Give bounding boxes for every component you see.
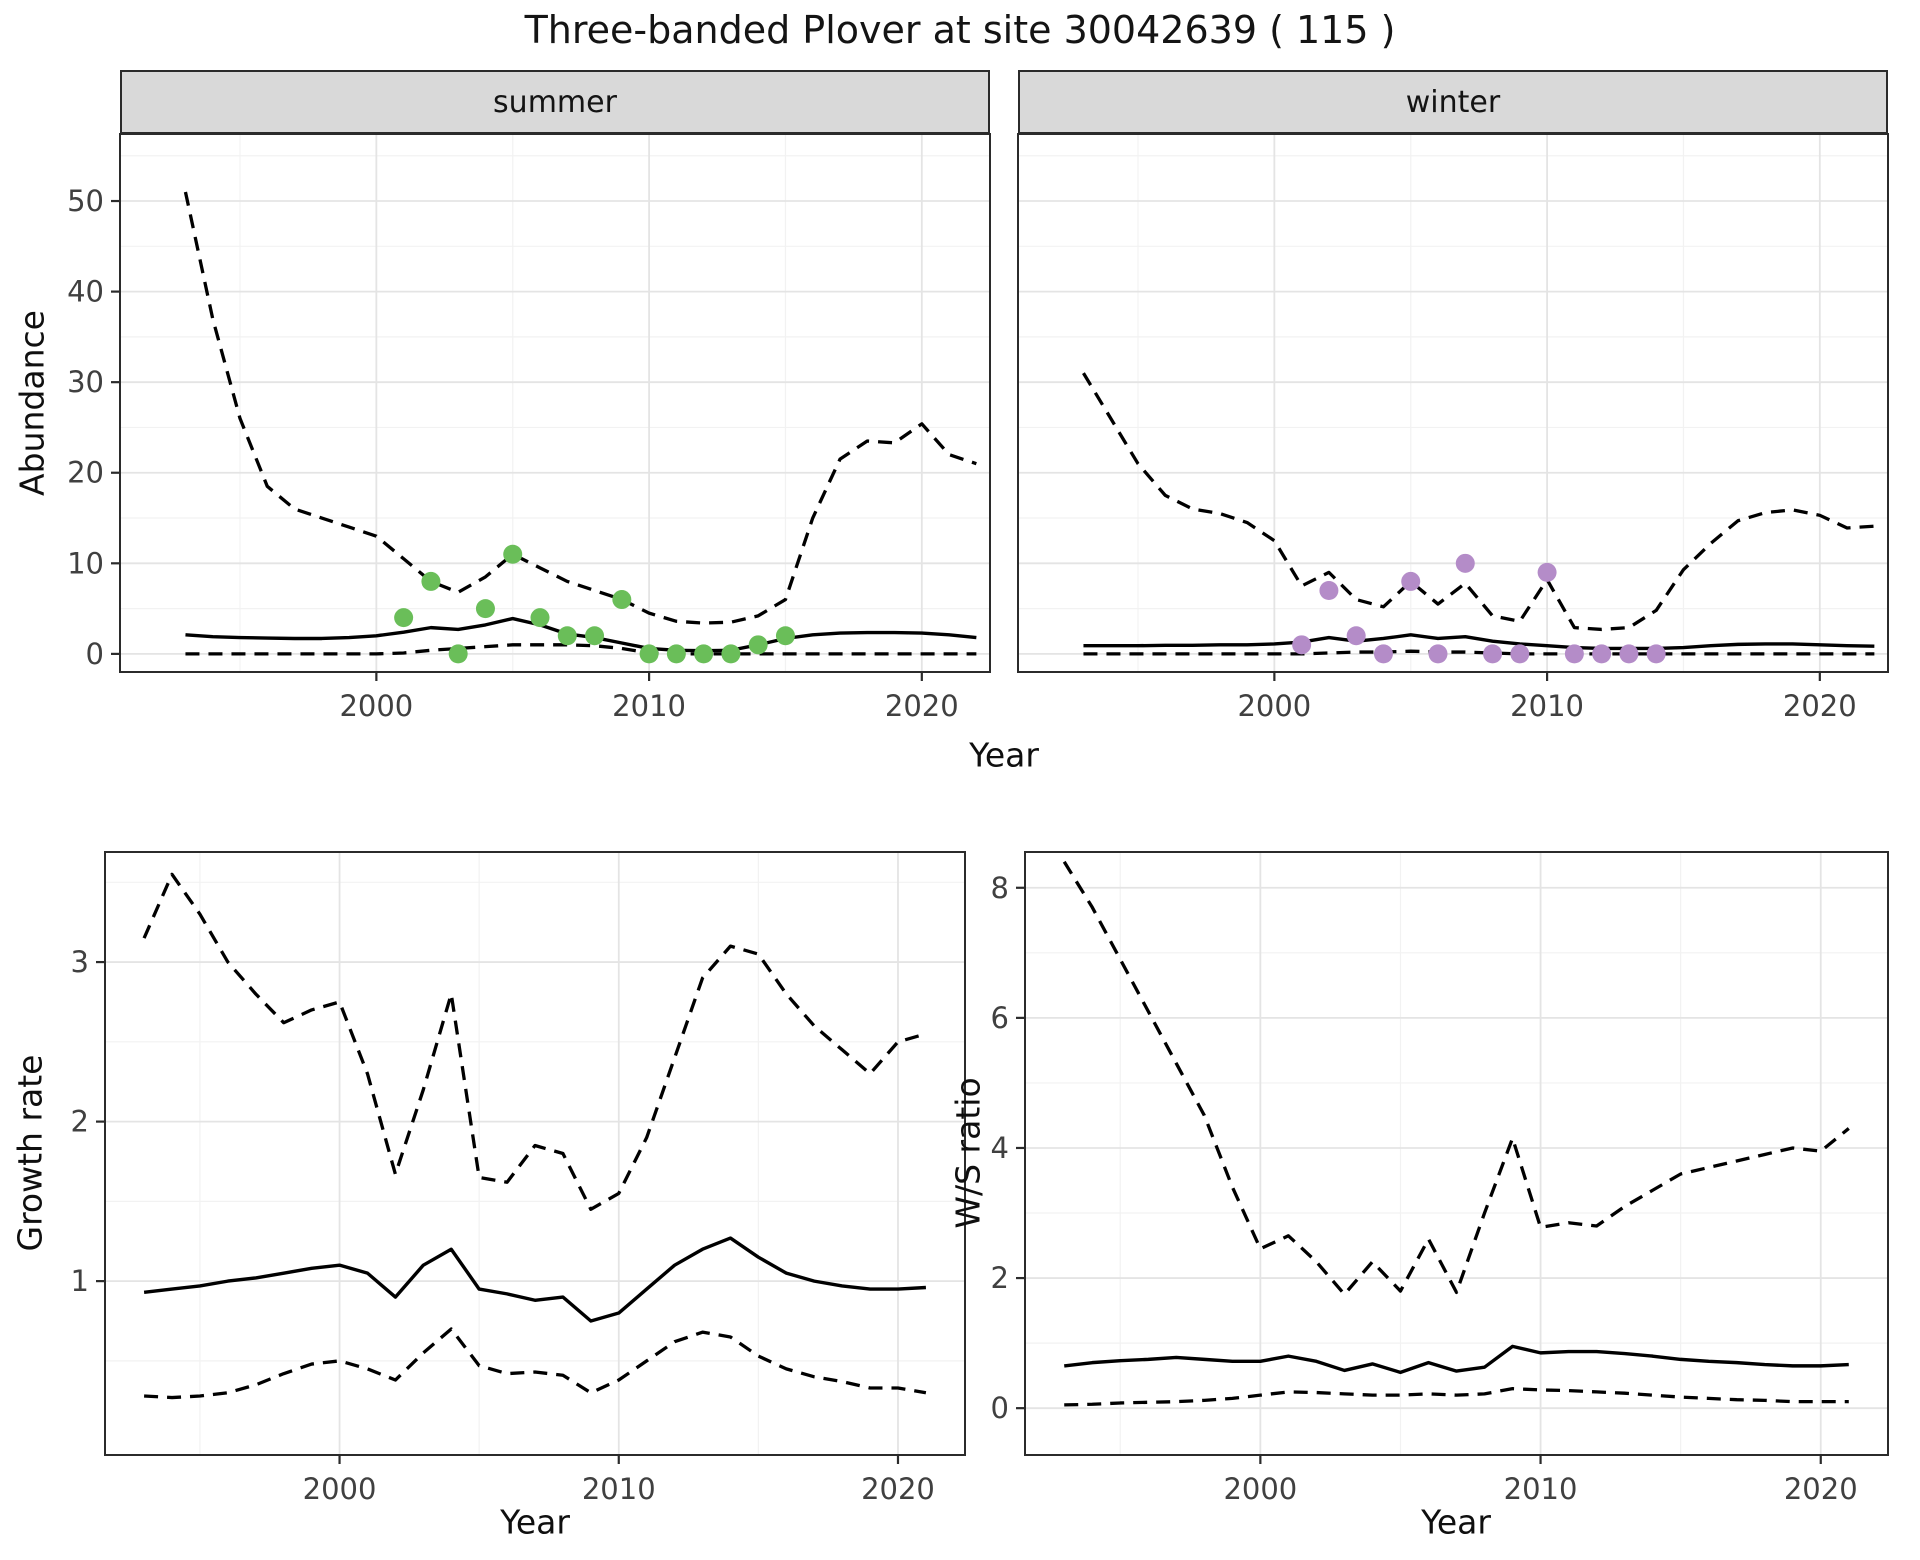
observed-counts-winter-point (1292, 635, 1312, 655)
x-axis-title-year-top: Year (969, 735, 1039, 775)
ws-ratio-plot: 2000 2010 2020 0 2 4 6 8 (991, 851, 1889, 1506)
observed-counts-summer-point (612, 590, 632, 610)
growth-rate-y-tick-label: 2 (71, 1105, 89, 1139)
growth-rate-lower_ci-line (143, 1327, 927, 1400)
ws-ratio-y-tick-label: 4 (991, 1131, 1009, 1165)
growth-rate-y-tick-label: 1 (71, 1264, 89, 1298)
growth-rate-x-tick-label: 2000 (303, 1472, 377, 1506)
abundance-winter-plot: 2000 2010 2020 (1017, 133, 1889, 723)
observed-counts-winter-point (1401, 571, 1421, 591)
growth-rate-median-line (143, 1236, 927, 1323)
abundance-summer-x-tick-label: 2020 (885, 689, 959, 723)
facet-strip-summer-label: summer (493, 84, 617, 120)
observed-counts-summer-point (503, 544, 523, 564)
facet-strip-winter-label: winter (1405, 84, 1501, 120)
y-axis-title-growth-rate: Growth rate (10, 1054, 50, 1252)
y-axis-title-ws-ratio: W/S ratio (948, 1077, 988, 1229)
observed-counts-summer-point (421, 571, 441, 591)
facet-strip-winter: winter (1018, 70, 1888, 134)
abundance-summer-lower_ci-line (185, 643, 977, 656)
observed-counts-winter-point (1646, 644, 1666, 664)
ws-ratio-x-tick-label: 2010 (1504, 1472, 1578, 1506)
facet-strip-summer: summer (120, 70, 990, 134)
abundance-winter-lower_ci-line (1083, 649, 1875, 656)
growth-rate-x-tick-label: 2010 (582, 1472, 656, 1506)
observed-counts-winter-point (1428, 644, 1448, 664)
ws-ratio-y-tick-label: 0 (991, 1391, 1009, 1425)
observed-counts-summer-point (748, 635, 768, 655)
ws-ratio-lower_ci-line (1064, 1387, 1849, 1407)
observed-counts-winter-point (1619, 644, 1639, 664)
observed-counts-summer-point (557, 626, 577, 646)
abundance-summer-y-tick-label: 10 (67, 546, 104, 580)
observed-counts-summer-point (394, 608, 414, 628)
ws-ratio-x-tick-label: 2020 (1784, 1472, 1858, 1506)
ws-ratio-y-tick-label: 2 (991, 1261, 1009, 1295)
observed-counts-winter-point (1483, 644, 1503, 664)
y-axis-title-abundance: Abundance (12, 310, 52, 496)
observed-counts-winter-point (1510, 644, 1530, 664)
observed-counts-winter-point (1455, 553, 1475, 573)
ws-ratio-y-tick-label: 8 (991, 871, 1009, 905)
observed-counts-winter-point (1373, 644, 1393, 664)
abundance-summer-x-tick-label: 2000 (339, 689, 413, 723)
observed-counts-winter-point (1592, 644, 1612, 664)
growth-rate-y-tick-label: 3 (71, 945, 89, 979)
ws-ratio-median-line (1064, 1344, 1849, 1375)
observed-counts-winter-point (1564, 644, 1584, 664)
x-axis-title-year-growth: Year (500, 1502, 570, 1542)
abundance-summer-y-tick-label: 40 (67, 275, 104, 309)
observed-counts-summer-point (666, 644, 686, 664)
observed-counts-winter-point (1346, 626, 1366, 646)
abundance-summer-x-tick-label: 2010 (612, 689, 686, 723)
abundance-summer-y-tick-label: 0 (86, 637, 104, 671)
observed-counts-winter-point (1319, 580, 1339, 600)
growth-rate-plot: 2000 2010 2020 1 2 3 (71, 851, 966, 1506)
ws-ratio-x-tick-label: 2000 (1223, 1472, 1297, 1506)
observed-counts-summer-point (530, 608, 550, 628)
growth-rate-x-tick-label: 2020 (861, 1472, 935, 1506)
ws-ratio-upper_ci-line (1062, 860, 1850, 1296)
observed-counts-summer-point (475, 599, 495, 619)
observed-counts-summer-point (639, 644, 659, 664)
growth-rate-upper_ci-line (142, 872, 927, 1211)
observed-counts-summer-point (585, 626, 605, 646)
abundance-summer-y-tick-label: 30 (67, 365, 104, 399)
abundance-summer-median-line (185, 616, 977, 653)
abundance-winter-median-line (1083, 633, 1875, 651)
abundance-winter-x-tick-label: 2020 (1783, 689, 1857, 723)
abundance-summer-plot: 2000 2010 2020 0 10 20 30 40 50 (67, 133, 991, 723)
observed-counts-winter-point (1537, 562, 1557, 582)
observed-counts-summer-point (694, 644, 714, 664)
abundance-winter-upper_ci-line (1082, 372, 1875, 632)
abundance-winter-x-tick-label: 2000 (1237, 689, 1311, 723)
page-title: Three-banded Plover at site 30042639 ( 1… (524, 8, 1396, 52)
x-axis-title-year-ws: Year (1421, 1502, 1491, 1542)
abundance-summer-upper_ci-line (183, 191, 977, 625)
observed-counts-summer-point (448, 644, 468, 664)
ws-ratio-y-tick-label: 6 (991, 1001, 1009, 1035)
abundance-winter-x-tick-label: 2010 (1510, 689, 1584, 723)
observed-counts-summer-point (775, 626, 795, 646)
observed-counts-summer-point (721, 644, 741, 664)
abundance-summer-y-tick-label: 20 (67, 456, 104, 490)
abundance-summer-y-tick-label: 50 (67, 184, 104, 218)
